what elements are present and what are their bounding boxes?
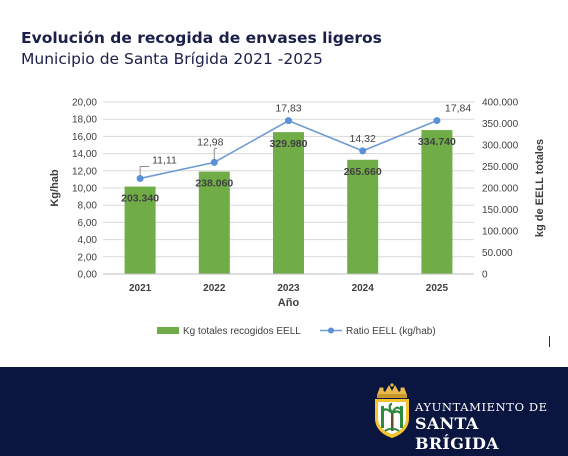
ratio-point: [136, 174, 144, 182]
y2-tick-label: 50.000: [482, 248, 513, 259]
legend-label-bars: Kg totales recogidos EELL: [183, 326, 301, 337]
bar: [124, 186, 156, 274]
ratio-value-label: 11,11: [152, 154, 177, 166]
ratio-point: [433, 117, 441, 125]
bar: [421, 130, 453, 274]
x-tick-label: 2025: [426, 283, 449, 294]
y2-tick-label: 400.000: [482, 98, 519, 109]
bar: [273, 132, 304, 274]
y-tick-label: 20,00: [72, 98, 97, 109]
y2-tick-label: 100.000: [482, 227, 519, 238]
chart-subtitle: Municipio de Santa Brígida 2021 -2025: [21, 50, 323, 68]
y-tick-label: 16,00: [72, 132, 97, 143]
y2-tick-label: 300.000: [482, 141, 519, 152]
ratio-value-label: 14,32: [350, 133, 376, 145]
y-tick-label: 18,00: [72, 115, 97, 126]
ratio-value-label: 17,84: [445, 103, 471, 115]
brand-line-2: SANTA BRÍGIDA: [415, 414, 499, 453]
bar-value-label: 203.340: [121, 193, 159, 205]
y-tick-label: 12,00: [72, 166, 97, 177]
y2-tick-label: 350.000: [482, 119, 519, 130]
legend-swatch-bars: [157, 327, 179, 334]
y2-tick-label: 200.000: [482, 184, 519, 195]
y-axis-title: Kg/hab: [49, 169, 61, 207]
coat-of-arms-logo: [375, 383, 409, 438]
chart-title: Evolución de recogida de envases ligeros: [21, 29, 382, 47]
x-tick-label: 2023: [277, 283, 300, 294]
combo-chart: 0,00 2,00 4,00 6,00 8,00 10,00 12,00 14,00 16,00…: [49, 98, 546, 338]
bar-value-label: 265.660: [344, 166, 382, 178]
bar: [198, 171, 230, 274]
y2-tick-label: 150.000: [482, 205, 519, 216]
y2-tick-label: 0: [482, 270, 488, 281]
bar: [347, 159, 379, 274]
ratio-point: [359, 147, 367, 155]
bar-value-label: 329.980: [270, 138, 308, 150]
legend-label-ratio: Ratio EELL (kg/hab): [346, 326, 436, 337]
x-axis-title: Año: [278, 297, 300, 309]
y-tick-label: 2,00: [78, 252, 98, 263]
y-tick-label: 6,00: [78, 218, 98, 229]
bar-value-label: 238.060: [195, 178, 233, 190]
bar-value-label: 334.740: [418, 136, 456, 148]
x-tick-label: 2024: [352, 283, 375, 294]
legend-marker-ratio: [328, 327, 334, 334]
y-tick-label: 14,00: [72, 149, 97, 160]
footer-banner: [0, 367, 568, 456]
y-tick-label: 10,00: [72, 184, 97, 195]
y2-tick-label: 250.000: [482, 162, 519, 173]
ratio-value-label: 12,98: [197, 136, 223, 148]
x-tick-label: 2021: [129, 283, 152, 294]
y2-axis-title: kg de EELL totales: [534, 139, 546, 237]
brand-line-1: AYUNTAMIENTO DE: [415, 400, 548, 414]
y-tick-label: 0,00: [78, 270, 98, 281]
y-tick-label: 4,00: [78, 235, 98, 246]
brand-wordmark: AYUNTAMIENTO DE SANTA BRÍGIDA: [415, 400, 568, 454]
y-tick-label: 8,00: [78, 201, 98, 212]
text-cursor: [549, 336, 550, 347]
ratio-point: [210, 158, 218, 166]
x-tick-label: 2022: [203, 283, 226, 294]
ratio-value-label: 17,83: [275, 103, 301, 115]
chart-header: Evolución de recogida de envases ligeros…: [21, 28, 382, 70]
ratio-point: [285, 117, 292, 125]
